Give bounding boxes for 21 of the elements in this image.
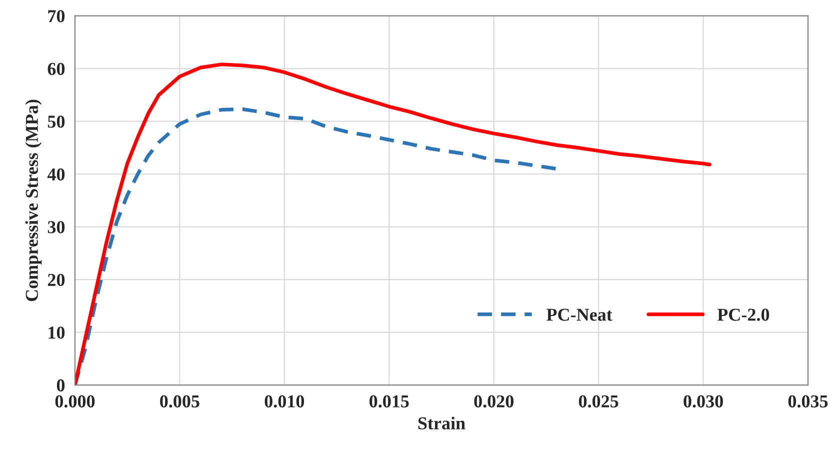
x-tick-label: 0.030 [684,395,723,408]
y-tick-label: 10 [48,326,65,339]
y-axis-title: Compressive Stress (MPa) [25,100,42,302]
x-tick-label: 0.015 [370,395,409,408]
y-tick-label: 70 [48,10,65,22]
y-tick-label: 20 [48,274,65,286]
x-tick-label: 0.000 [55,395,95,408]
line-series [74,62,712,386]
legend-label: PC-Neat [546,308,612,321]
x-tick-label: 0.020 [474,395,514,408]
x-tick-label: 0.005 [160,395,200,408]
y-tick-label: 40 [47,168,65,181]
y-tick-label: 60 [48,62,65,76]
x-axis-title: Strain [418,416,466,430]
x-tick-label: 0.025 [578,395,618,408]
legend-label: PC-2.0 [717,308,770,321]
y-tick-label: 30 [48,221,65,234]
y-tick-label: 50 [48,116,65,128]
x-tick-label: 0.010 [264,395,304,408]
x-tick-label: 0.035 [788,395,828,408]
y-tick-label: 0 [56,379,65,392]
